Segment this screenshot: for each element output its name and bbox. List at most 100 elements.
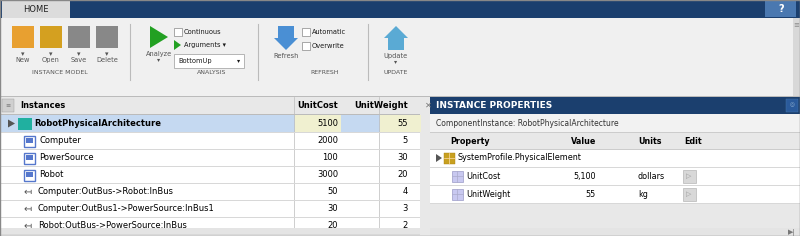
Polygon shape bbox=[150, 26, 168, 48]
Bar bbox=[26, 172, 33, 177]
Text: Automatic: Automatic bbox=[312, 29, 346, 35]
Text: ▶|: ▶| bbox=[788, 228, 796, 236]
Bar bbox=[18, 118, 32, 130]
Text: Analyze: Analyze bbox=[146, 51, 172, 57]
Bar bbox=[12, 26, 34, 48]
Bar bbox=[430, 133, 800, 149]
Bar bbox=[430, 168, 800, 185]
Text: Overwrite: Overwrite bbox=[312, 43, 345, 49]
Bar bbox=[380, 115, 421, 132]
Text: ▷: ▷ bbox=[686, 191, 692, 198]
Text: Instances: Instances bbox=[20, 101, 66, 110]
Text: kg: kg bbox=[638, 190, 648, 199]
Text: ≡: ≡ bbox=[793, 22, 799, 28]
Polygon shape bbox=[384, 26, 408, 50]
Bar bbox=[24, 169, 35, 181]
Text: Arguments ▾: Arguments ▾ bbox=[184, 42, 226, 48]
Text: Property: Property bbox=[450, 136, 490, 146]
Bar bbox=[452, 189, 463, 200]
Polygon shape bbox=[274, 26, 298, 50]
Bar bbox=[0, 0, 800, 18]
Text: ?: ? bbox=[778, 4, 784, 14]
Text: Continuous: Continuous bbox=[184, 29, 222, 35]
Bar bbox=[0, 132, 420, 133]
Text: HOME: HOME bbox=[23, 5, 49, 14]
Bar bbox=[786, 99, 798, 112]
Text: RobotPhysicalArchitecture: RobotPhysicalArchitecture bbox=[34, 119, 161, 128]
Text: INSTANCE MODEL: INSTANCE MODEL bbox=[32, 69, 88, 75]
Bar bbox=[444, 153, 455, 164]
Bar bbox=[430, 149, 800, 150]
Text: ✕: ✕ bbox=[425, 101, 432, 110]
Bar bbox=[0, 234, 420, 235]
Text: ▷: ▷ bbox=[686, 173, 692, 180]
Bar bbox=[683, 188, 696, 201]
Bar bbox=[430, 132, 800, 133]
Text: BottomUp: BottomUp bbox=[178, 58, 212, 64]
Text: 20: 20 bbox=[398, 170, 408, 179]
Text: Value: Value bbox=[570, 136, 596, 146]
Text: ▾: ▾ bbox=[106, 51, 109, 57]
Text: Units: Units bbox=[638, 136, 662, 146]
Text: PowerSource: PowerSource bbox=[39, 153, 94, 162]
Bar bbox=[302, 42, 310, 50]
Text: UnitWeight: UnitWeight bbox=[466, 190, 510, 199]
Text: 5,100: 5,100 bbox=[574, 172, 596, 181]
Text: 100: 100 bbox=[322, 153, 338, 162]
Text: REFRESH: REFRESH bbox=[310, 69, 339, 75]
Text: ▾: ▾ bbox=[394, 59, 398, 64]
Text: 50: 50 bbox=[327, 187, 338, 196]
Bar bbox=[0, 217, 420, 234]
Bar bbox=[0, 183, 420, 200]
Bar bbox=[0, 166, 420, 183]
Bar bbox=[0, 149, 420, 150]
Bar bbox=[24, 152, 35, 164]
Text: ▾: ▾ bbox=[78, 51, 81, 57]
Bar bbox=[24, 135, 35, 147]
Text: 3000: 3000 bbox=[317, 170, 338, 179]
Text: ≡: ≡ bbox=[6, 102, 10, 108]
Bar bbox=[96, 26, 118, 48]
Bar bbox=[302, 28, 310, 36]
Bar bbox=[26, 138, 33, 143]
Text: SystemProfile.PhysicalElement: SystemProfile.PhysicalElement bbox=[458, 153, 582, 163]
Text: ▾: ▾ bbox=[158, 58, 161, 63]
Bar bbox=[430, 167, 800, 168]
Text: ◎: ◎ bbox=[790, 102, 794, 108]
Text: 55: 55 bbox=[398, 119, 408, 128]
Bar bbox=[430, 97, 800, 114]
Bar bbox=[430, 185, 800, 186]
Bar bbox=[2, 0, 70, 18]
Text: UnitCost: UnitCost bbox=[298, 101, 338, 110]
Text: dollars: dollars bbox=[638, 172, 665, 181]
Bar bbox=[0, 200, 420, 217]
Text: UnitWeight: UnitWeight bbox=[354, 101, 408, 110]
Text: ↤: ↤ bbox=[24, 203, 32, 214]
Bar bbox=[0, 200, 420, 201]
Text: UnitCost: UnitCost bbox=[466, 172, 500, 181]
Bar bbox=[295, 115, 341, 132]
Bar bbox=[683, 170, 696, 183]
Text: Computer:OutBus->Robot:InBus: Computer:OutBus->Robot:InBus bbox=[38, 187, 174, 196]
Text: ComponentInstance: RobotPhysicalArchitecture: ComponentInstance: RobotPhysicalArchitec… bbox=[436, 118, 618, 127]
Text: 2: 2 bbox=[402, 221, 408, 230]
Text: 20: 20 bbox=[327, 221, 338, 230]
Bar bbox=[40, 26, 62, 48]
Bar bbox=[430, 150, 800, 167]
Bar bbox=[0, 217, 420, 218]
Text: ▾: ▾ bbox=[22, 51, 25, 57]
Text: UPDATE: UPDATE bbox=[384, 69, 408, 75]
Text: 4: 4 bbox=[402, 187, 408, 196]
Bar bbox=[174, 54, 244, 68]
Bar bbox=[430, 203, 800, 204]
Text: 2000: 2000 bbox=[317, 136, 338, 145]
Polygon shape bbox=[174, 40, 181, 50]
Bar bbox=[2, 99, 14, 112]
Text: INSTANCE PROPERTIES: INSTANCE PROPERTIES bbox=[436, 101, 552, 110]
Bar bbox=[0, 149, 420, 166]
Text: ANALYSIS: ANALYSIS bbox=[198, 69, 226, 75]
Text: Computer:OutBus1->PowerSource:InBus1: Computer:OutBus1->PowerSource:InBus1 bbox=[38, 204, 214, 213]
Text: Update: Update bbox=[384, 53, 408, 59]
Text: ↤: ↤ bbox=[24, 220, 32, 231]
Text: ▾: ▾ bbox=[238, 59, 241, 63]
